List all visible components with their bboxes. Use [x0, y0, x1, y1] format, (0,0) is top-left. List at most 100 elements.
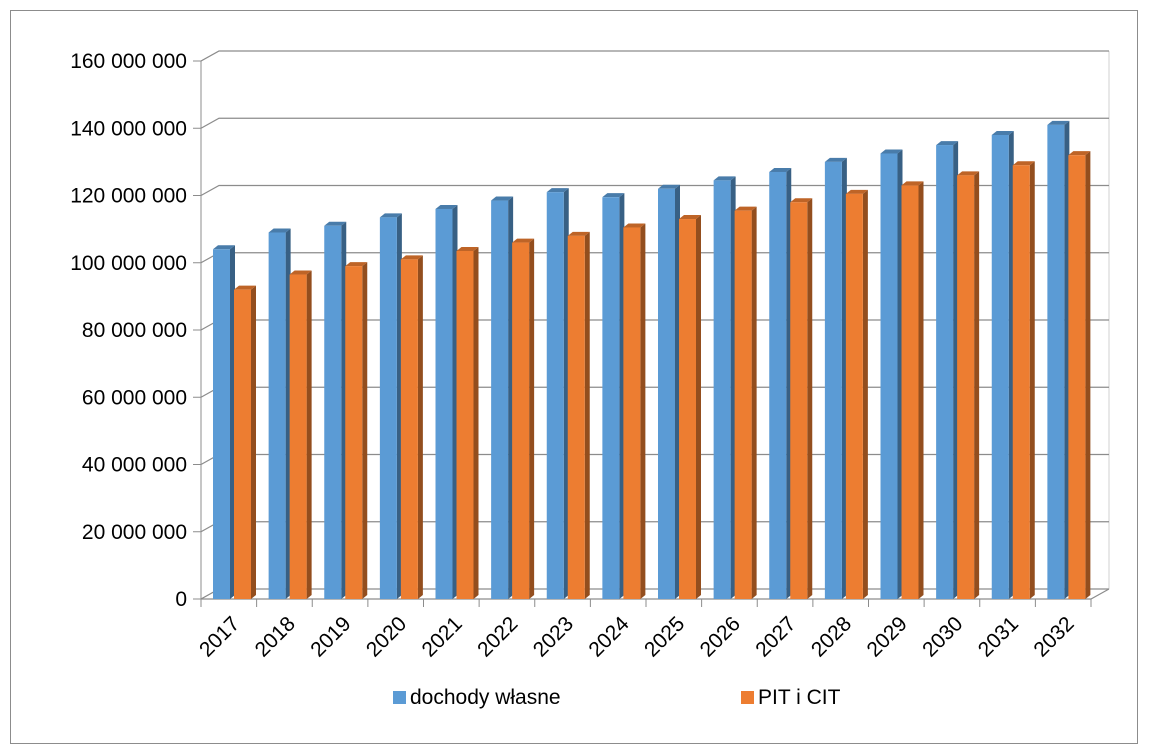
bar-side: [640, 223, 646, 599]
bar-side: [918, 181, 924, 599]
bar-side: [1064, 120, 1070, 599]
bar-dochody-wlasne: [435, 204, 458, 599]
bar-pit-i-cit: [845, 189, 868, 599]
bar-pit-i-cit: [512, 238, 535, 599]
bar-top: [901, 181, 924, 186]
legend-label-dochody-wlasne: dochody własne: [410, 686, 561, 709]
x-tick-label: 2031: [974, 612, 1023, 661]
y-tick-label: 140 000 000: [70, 117, 187, 140]
bar-dochody-wlasne: [379, 213, 402, 599]
bar-side: [751, 206, 757, 599]
y-tick-label: 160 000 000: [70, 50, 187, 73]
bar-top: [991, 130, 1014, 135]
bar-dochody-wlasne: [602, 193, 625, 599]
bar-top: [1012, 161, 1035, 166]
bar-front: [734, 210, 752, 599]
bar-side: [396, 213, 402, 599]
bar-dochody-wlasne: [991, 130, 1014, 599]
bar-pit-i-cit: [679, 215, 701, 599]
bar-side: [508, 196, 514, 599]
bar-top: [400, 255, 423, 260]
bar-side: [417, 255, 423, 599]
bar-front: [880, 153, 898, 599]
bar-top: [1047, 120, 1070, 125]
x-tick-label: 2030: [918, 612, 967, 661]
bar-front: [1012, 165, 1030, 600]
bar-top: [936, 141, 959, 146]
bar-front: [845, 193, 863, 599]
bars: [213, 120, 1091, 600]
bar-pit-i-cit: [1012, 161, 1035, 600]
legend: dochody własne PIT i CIT: [393, 686, 841, 709]
bar-side: [452, 204, 458, 599]
bar-dochody-wlasne: [880, 149, 903, 599]
bar-side: [953, 141, 959, 599]
bar-front: [991, 134, 1009, 599]
bar-side: [362, 262, 368, 599]
bar-dochody-wlasne: [1047, 120, 1070, 599]
bar-side: [306, 270, 312, 599]
bar-side: [897, 149, 903, 599]
bar-side: [807, 198, 813, 599]
bar-pit-i-cit: [456, 246, 479, 599]
bar-front: [713, 180, 731, 599]
bar-top: [234, 285, 256, 290]
bar-top: [658, 184, 680, 189]
bar-side: [341, 221, 347, 599]
bar-front: [512, 242, 530, 599]
bar-front: [289, 274, 307, 599]
x-tick-label: 2018: [251, 612, 300, 661]
bar-top: [268, 228, 291, 233]
bar-front: [213, 249, 230, 600]
x-tick-label: 2021: [418, 612, 467, 661]
bar-front: [679, 219, 696, 599]
bar-front: [456, 250, 474, 599]
y-tick-label: 40 000 000: [82, 454, 187, 477]
bar-top: [679, 215, 701, 220]
x-tick-label: 2019: [306, 612, 355, 661]
bar-pit-i-cit: [901, 181, 924, 599]
bar-top: [734, 206, 757, 211]
bar-side: [730, 176, 736, 599]
bar-front: [435, 208, 453, 599]
bar-dochody-wlasne: [491, 196, 514, 599]
bar-top: [213, 245, 235, 250]
gridline: [200, 184, 1109, 197]
bar-top: [456, 246, 479, 251]
bar-top: [845, 189, 868, 194]
bar-side: [563, 188, 569, 599]
bar-side: [696, 215, 701, 599]
bar-front: [1068, 155, 1086, 599]
x-tick-label: 2023: [529, 612, 578, 661]
bar-dochody-wlasne: [213, 245, 235, 600]
bar-pit-i-cit: [289, 270, 312, 599]
x-tick-label: 2027: [751, 612, 800, 661]
bar-front: [1047, 124, 1065, 599]
bar-top: [769, 167, 792, 172]
y-tick-label: 60 000 000: [82, 386, 187, 409]
bar-front: [268, 232, 286, 600]
gridlines: 0 20 000 000 40 000 000 60 000 000 80 000 00…: [70, 50, 1109, 611]
bar-front: [936, 145, 954, 599]
bar-side: [285, 228, 291, 600]
bar-top: [379, 213, 402, 218]
bar-top: [623, 223, 646, 228]
bar-side: [786, 167, 792, 599]
x-tick-label: 2032: [1029, 612, 1078, 661]
bar-top: [491, 196, 514, 201]
legend-swatch-dochody-wlasne: [393, 691, 406, 704]
bar-dochody-wlasne: [769, 167, 792, 599]
x-tick-label: 2020: [362, 612, 411, 661]
bar-top: [880, 149, 903, 154]
chart-canvas: 0 20 000 000 40 000 000 60 000 000 80 000 00…: [70, 50, 1110, 709]
bar-top: [1068, 151, 1091, 156]
y-tick-label: 120 000 000: [70, 185, 187, 208]
bar-front: [790, 202, 808, 599]
bar-front: [546, 192, 564, 599]
x-tick-label: 2017: [195, 612, 244, 661]
bar-pit-i-cit: [567, 231, 590, 599]
y-tick-label: 80 000 000: [82, 319, 187, 342]
bar-top: [324, 221, 347, 226]
bar-side: [619, 193, 625, 599]
bar-pit-i-cit: [234, 285, 256, 599]
